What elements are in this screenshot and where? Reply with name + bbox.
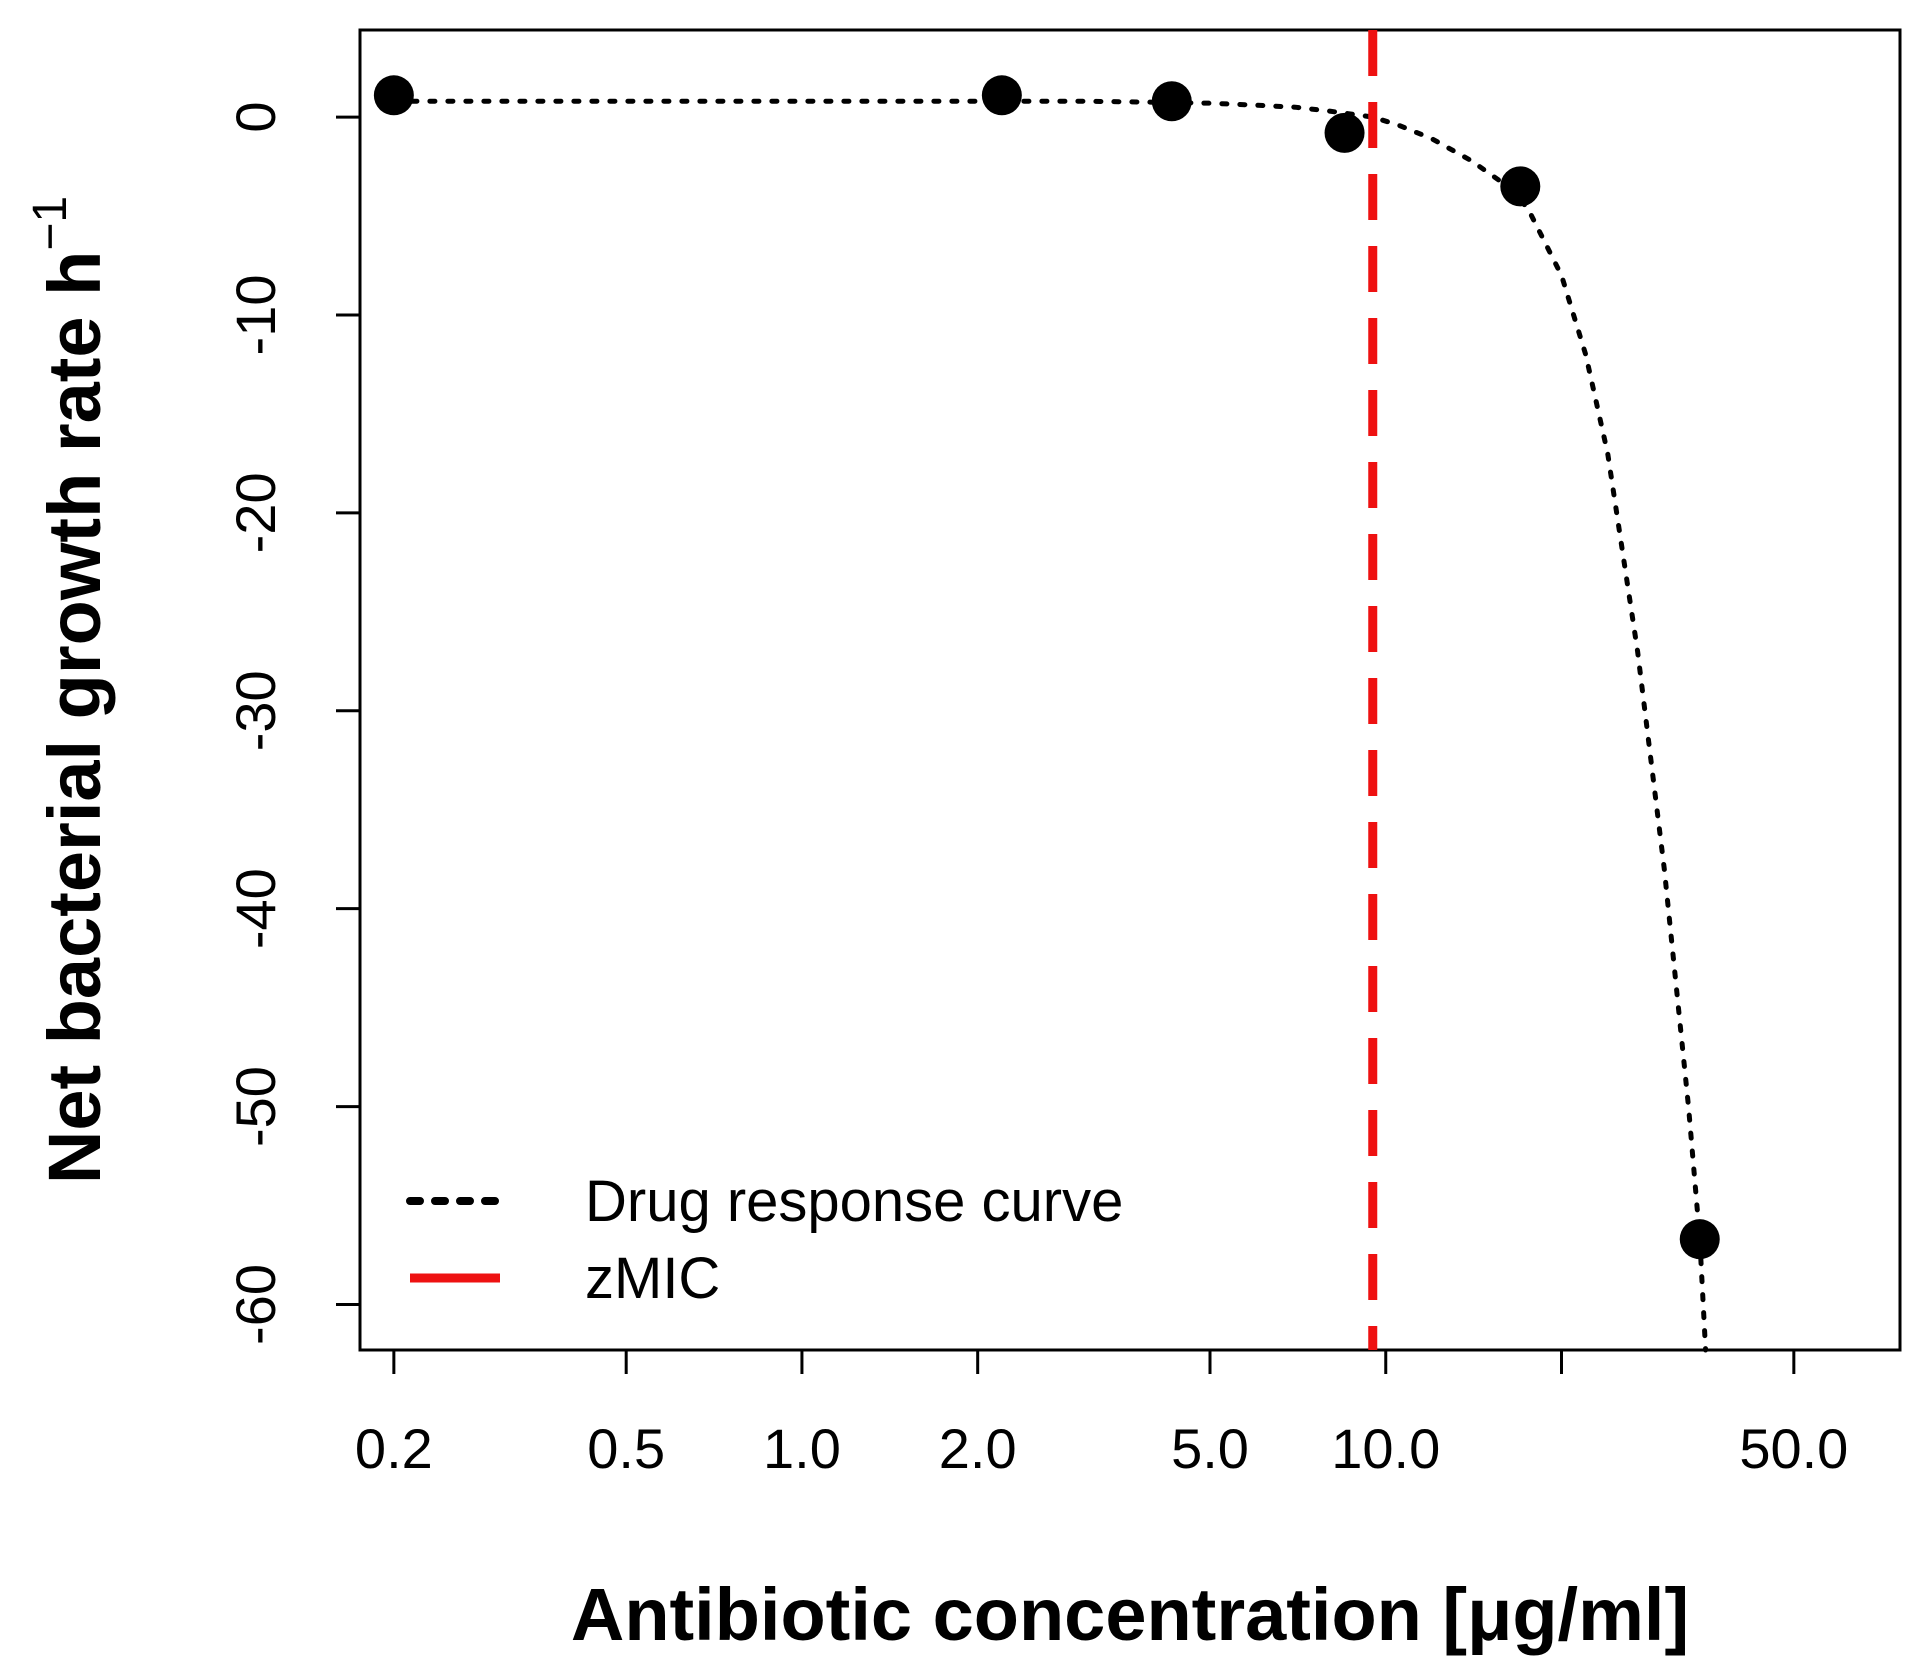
x-axis-title: Antibiotic concentration [μg/ml]: [571, 1573, 1689, 1656]
data-point-4: [1324, 112, 1365, 153]
x-tick-label: 0.2: [355, 1417, 433, 1480]
data-point-5: [1500, 166, 1541, 207]
data-points: [373, 75, 1720, 1260]
x-tick-label: 1.0: [763, 1417, 841, 1480]
legend-label-zmic: zMIC: [585, 1246, 720, 1311]
y-axis-title: Net bacterial growth rate h−1: [24, 196, 116, 1184]
y-axis-title-text: Net bacterial growth rate h: [33, 251, 116, 1184]
data-point-2: [981, 75, 1022, 116]
y-tick-label: -30: [224, 670, 287, 751]
y-tick-label: -50: [224, 1066, 287, 1147]
x-axis: 0.2 0.5 1.0 2.0 5.0 10.0 50.0: [355, 1348, 1848, 1480]
y-tick-label: -20: [224, 472, 287, 553]
drug-response-curve: [391, 98, 1709, 1353]
legend: Drug response curve zMIC: [406, 1169, 1123, 1311]
data-point-6: [1679, 1219, 1720, 1260]
x-tick-label: 5.0: [1171, 1417, 1249, 1480]
y-tick-label: -60: [224, 1264, 287, 1345]
data-point-3: [1151, 81, 1192, 122]
y-tick-label: 0: [224, 101, 287, 132]
x-tick-label: 50.0: [1739, 1417, 1848, 1480]
legend-label-curve: Drug response curve: [585, 1169, 1123, 1234]
y-tick-label: -40: [224, 868, 287, 949]
y-axis: 0 -10 -20 -30 -40 -50 -60: [224, 101, 362, 1345]
y-axis-title-superscript: −1: [24, 196, 77, 251]
y-tick-label: -10: [224, 275, 287, 356]
data-point-1: [373, 75, 414, 116]
x-tick-label: 0.5: [587, 1417, 665, 1480]
x-tick-label: 2.0: [939, 1417, 1017, 1480]
plot-frame: [358, 28, 1902, 1352]
x-tick-label: 10.0: [1331, 1417, 1440, 1480]
